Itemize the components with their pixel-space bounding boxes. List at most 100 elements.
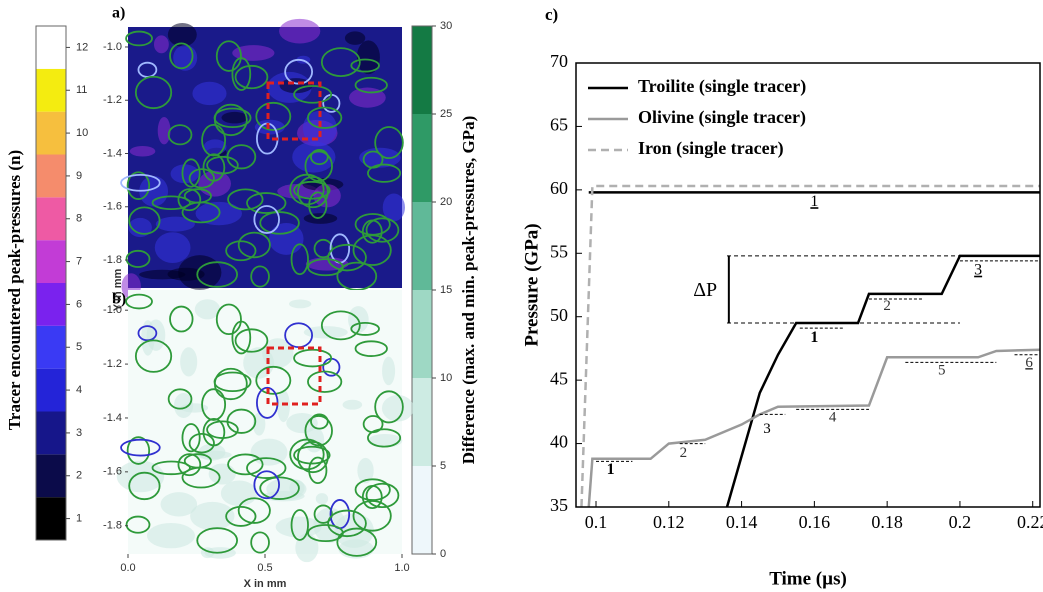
y-axis-label: Pressure (GPa) bbox=[521, 223, 542, 346]
map-texture bbox=[268, 222, 304, 255]
grain-outline bbox=[307, 258, 344, 277]
grain-outline bbox=[253, 205, 280, 234]
grain-outline bbox=[167, 388, 193, 410]
map-y-tick-label: -1.6 bbox=[103, 466, 122, 478]
annotation: 2 bbox=[680, 445, 688, 461]
map-texture bbox=[275, 516, 322, 538]
grain-outline bbox=[327, 509, 367, 538]
grain-outline bbox=[126, 171, 151, 200]
grain-outline bbox=[237, 231, 271, 259]
grain-outline bbox=[125, 249, 151, 268]
map-texture bbox=[221, 111, 248, 124]
grain-outline bbox=[290, 243, 309, 276]
grain-outline bbox=[183, 453, 212, 469]
map-texture bbox=[194, 299, 221, 320]
map-texture bbox=[157, 116, 171, 145]
grain-outline bbox=[183, 188, 212, 204]
grain-outline bbox=[246, 192, 287, 214]
grain-outline bbox=[293, 348, 333, 368]
grain-outline bbox=[336, 527, 378, 557]
grain-outline bbox=[336, 261, 378, 291]
map-texture bbox=[292, 141, 336, 173]
map-texture bbox=[154, 232, 191, 264]
colorbar-swatch bbox=[36, 26, 66, 69]
grain-outline bbox=[225, 240, 257, 262]
map-texture bbox=[303, 213, 338, 224]
grain-outline bbox=[354, 76, 388, 94]
grain-outline bbox=[304, 415, 333, 447]
grain-outline bbox=[320, 47, 361, 77]
grain-outline bbox=[226, 144, 257, 170]
grain-outline bbox=[169, 42, 194, 70]
panel-a-label: a) bbox=[112, 5, 125, 22]
map-x-tick-label: 0.0 bbox=[120, 562, 135, 574]
colorbar-tick-label: 20 bbox=[440, 196, 452, 208]
grain-outline bbox=[310, 149, 329, 166]
colorbar-swatch bbox=[412, 114, 432, 202]
colorbar-swatch bbox=[412, 378, 432, 466]
map-texture bbox=[178, 255, 222, 290]
map-texture bbox=[344, 31, 366, 45]
grain-outline bbox=[213, 367, 248, 401]
grain-outline bbox=[120, 173, 161, 192]
colorbar-swatch bbox=[36, 368, 66, 412]
colorbar-tick-label: 5 bbox=[440, 460, 446, 472]
grain-outline bbox=[354, 213, 391, 236]
map-texture bbox=[382, 193, 406, 222]
grain-outline bbox=[227, 188, 264, 211]
y-tick-label: 60 bbox=[550, 178, 568, 198]
map-texture bbox=[286, 413, 318, 434]
series-line bbox=[580, 184, 1040, 508]
grain-outline bbox=[374, 126, 404, 160]
map-texture bbox=[203, 139, 227, 155]
grain-outline bbox=[120, 438, 161, 457]
grain-outline bbox=[196, 261, 239, 288]
map-texture bbox=[160, 492, 198, 517]
map-texture bbox=[139, 175, 169, 207]
annotation: 1 bbox=[607, 461, 615, 478]
colorbar-tick-label: 30 bbox=[440, 20, 452, 32]
colorbar-tick-label: 10 bbox=[76, 127, 88, 139]
grain-outline bbox=[327, 243, 367, 272]
grain-outline bbox=[188, 432, 215, 454]
highlight-box bbox=[266, 346, 322, 406]
grain-outline bbox=[350, 321, 380, 336]
y-tick-label: 65 bbox=[550, 115, 568, 135]
map-texture bbox=[170, 164, 200, 184]
colorbar-swatch bbox=[412, 26, 432, 114]
x-tick-label: 0.22 bbox=[1017, 512, 1043, 532]
y-tick-label: 40 bbox=[550, 432, 568, 452]
series-line bbox=[587, 348, 1041, 508]
grain-outline bbox=[169, 305, 194, 333]
panel-b-label: b) bbox=[112, 291, 126, 308]
map-texture bbox=[356, 40, 380, 75]
map-texture bbox=[232, 45, 275, 61]
grain-outline bbox=[134, 339, 173, 373]
map-y-tick-label: -1.2 bbox=[103, 94, 122, 106]
grain-outline bbox=[308, 191, 328, 219]
grain-outline bbox=[367, 428, 402, 448]
map-texture bbox=[254, 119, 285, 135]
colorbar-tick-label: 8 bbox=[76, 213, 82, 225]
map-x-tick-label: 0.5 bbox=[257, 562, 272, 574]
grain-outline bbox=[293, 180, 331, 200]
map-texture bbox=[382, 356, 396, 386]
grain-outline bbox=[259, 211, 300, 235]
map-texture bbox=[180, 347, 198, 377]
colorbar-swatch bbox=[412, 202, 432, 290]
y-tick-label: 70 bbox=[550, 51, 568, 71]
map-x-label: X in mm bbox=[244, 578, 287, 590]
x-tick-label: 0.1 bbox=[585, 512, 608, 532]
grain-outline bbox=[215, 303, 242, 336]
grain-outline bbox=[226, 408, 257, 434]
left-colorbar-title: Tracer encountered peak-pressures (n) bbox=[5, 150, 24, 430]
map-y-tick-label: -1.0 bbox=[103, 41, 122, 53]
annotation: 6 bbox=[1025, 355, 1033, 371]
chart-title: c) bbox=[545, 5, 558, 24]
grain-outline bbox=[177, 453, 202, 477]
map-texture bbox=[192, 81, 227, 106]
map-texture bbox=[208, 463, 236, 485]
grain-outline bbox=[352, 500, 392, 532]
grain-outline bbox=[225, 506, 257, 527]
